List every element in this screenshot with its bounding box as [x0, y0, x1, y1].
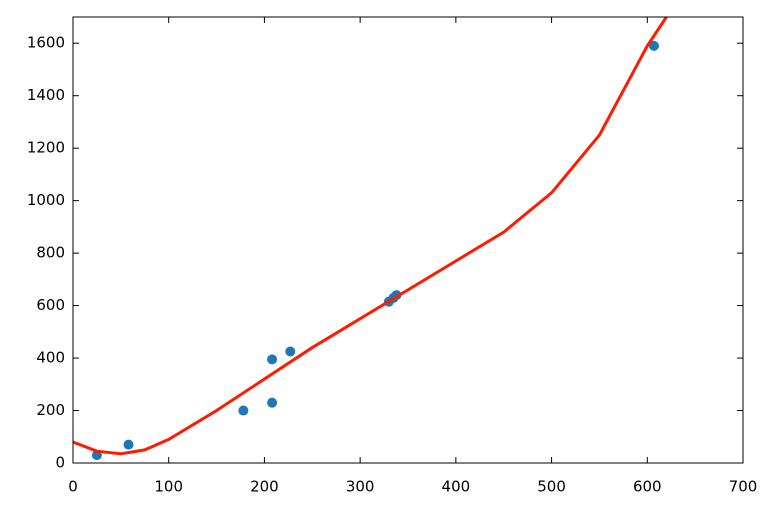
point: [648, 40, 659, 51]
point: [238, 405, 249, 416]
x-tick-label: 0: [68, 478, 78, 496]
x-tick-label: 100: [154, 478, 183, 496]
point: [285, 346, 296, 357]
x-tick-label: 600: [633, 478, 662, 496]
plot-area: [73, 17, 668, 461]
y-tick-label: 600: [36, 296, 65, 314]
point: [123, 439, 134, 450]
point: [267, 397, 278, 408]
y-tick-label: 800: [36, 244, 65, 262]
y-tick-label: 1600: [27, 34, 65, 52]
y-tick-label: 1400: [27, 86, 65, 104]
y-tick-label: 0: [55, 454, 65, 472]
x-tick-label: 400: [442, 478, 471, 496]
x-tick-label: 300: [346, 478, 375, 496]
point: [267, 354, 278, 365]
plot-frame: [72, 16, 744, 464]
x-tick-label: 200: [250, 478, 279, 496]
fit-line: [73, 17, 668, 456]
y-tick-label: 400: [36, 349, 65, 367]
x-tick-label: 500: [537, 478, 566, 496]
y-tick-label: 1000: [27, 191, 65, 209]
y-tick-label: 200: [36, 401, 65, 419]
x-tick-label: 700: [729, 478, 758, 496]
y-tick-label: 1200: [27, 139, 65, 157]
